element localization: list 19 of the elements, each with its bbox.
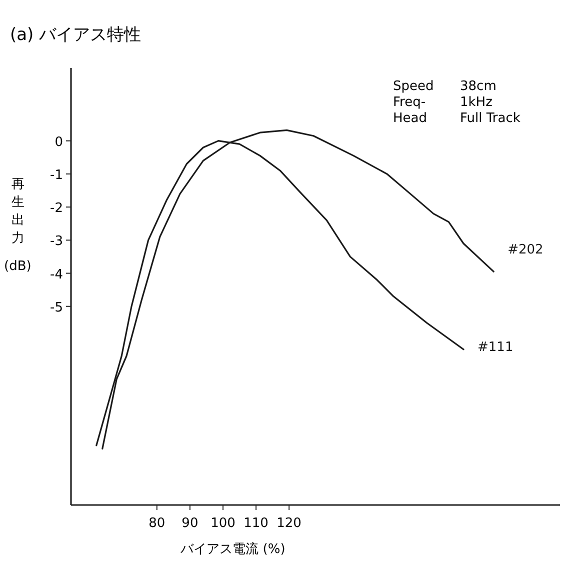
y-tick: -3: [50, 234, 63, 250]
y-tick: -2: [50, 201, 63, 216]
annotation: Speed 38cm: [393, 79, 496, 94]
title: (a) バイアス特性: [10, 25, 142, 45]
series-label: #111: [478, 340, 514, 356]
x-tick: 120: [276, 516, 302, 531]
x-tick: 90: [182, 516, 198, 531]
series-label: #202: [508, 242, 544, 258]
x-tick: 100: [210, 516, 236, 531]
y-tick: 0: [54, 134, 63, 150]
y-tick: -1: [50, 168, 63, 183]
ylabel: 再生出力 (dB): [4, 177, 32, 274]
annotation: Freq- 1kHz: [393, 95, 492, 110]
y-tick: -4: [50, 267, 63, 282]
xlabel: バイアス電流 (%): [180, 542, 286, 557]
annotation: Head Full Track: [393, 111, 520, 126]
x-tick: 80: [148, 516, 166, 531]
x-tick: 110: [244, 516, 268, 531]
y-tick: -5: [50, 300, 63, 316]
